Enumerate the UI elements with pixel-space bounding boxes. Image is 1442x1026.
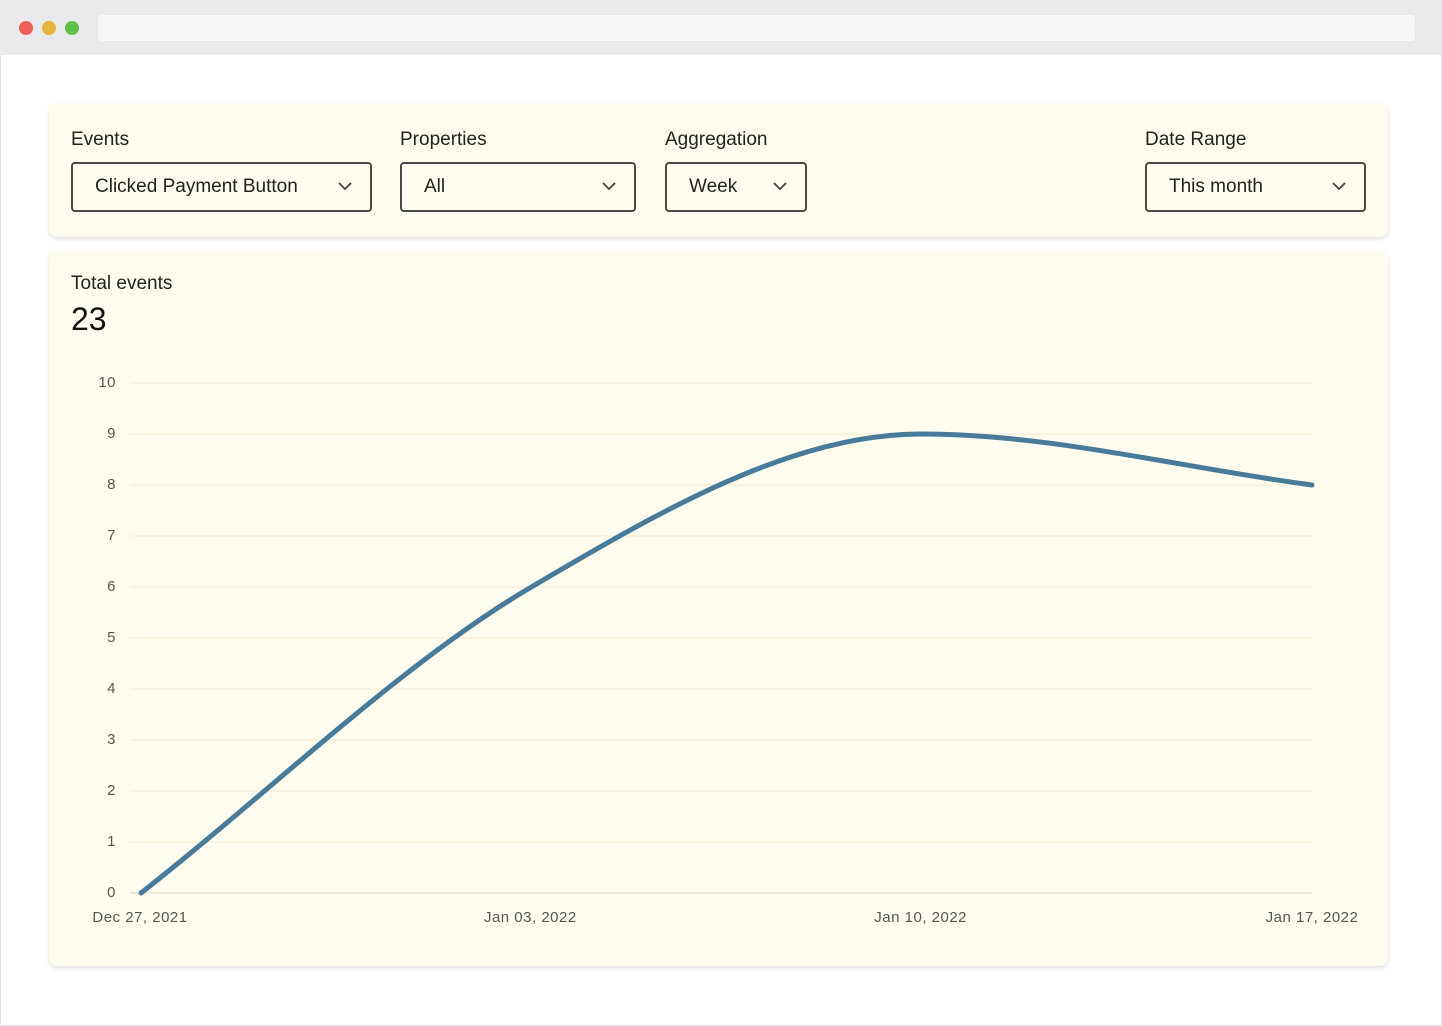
- line: [141, 434, 1312, 893]
- y-tick-label: 7: [107, 527, 116, 544]
- y-tick-label: 5: [107, 629, 116, 646]
- y-tick-label: 2: [107, 782, 116, 799]
- x-tick-label: Jan 10, 2022: [874, 909, 967, 926]
- x-tick-label: Jan 17, 2022: [1266, 909, 1359, 926]
- x-tick-label: Jan 03, 2022: [484, 909, 577, 926]
- y-tick-label: 1: [107, 833, 116, 850]
- y-tick-label: 8: [107, 476, 116, 493]
- y-tick-label: 10: [98, 374, 116, 391]
- y-tick-label: 6: [107, 578, 116, 595]
- y-tick-label: 3: [107, 731, 116, 748]
- y-tick-label: 4: [107, 680, 116, 697]
- y-tick-label: 0: [107, 884, 116, 901]
- x-tick-label: Dec 27, 2021: [92, 909, 187, 926]
- y-tick-label: 9: [107, 425, 116, 442]
